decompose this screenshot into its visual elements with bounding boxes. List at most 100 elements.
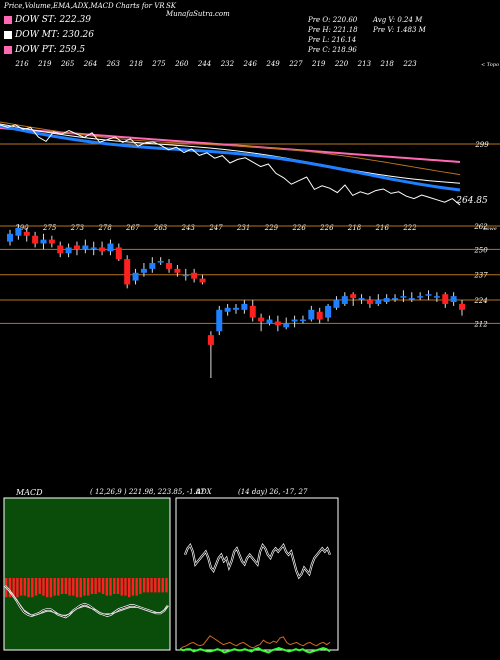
macd-histogram-bar — [120, 578, 123, 596]
candle-body — [450, 296, 457, 302]
candle-body — [341, 296, 348, 304]
bottom-date-label: 231 — [236, 224, 250, 232]
macd-histogram-bar — [101, 578, 105, 594]
ema-mid-line — [0, 123, 461, 184]
macd-histogram-bar — [113, 578, 116, 594]
candle-body — [124, 259, 131, 285]
top-date-label: 213 — [357, 60, 372, 68]
candle-body — [90, 247, 97, 249]
top-date-label: 218 — [379, 60, 394, 68]
macd-histogram-bar — [53, 578, 56, 596]
candle-body — [65, 247, 72, 254]
top-date-label: 227 — [288, 60, 303, 68]
candle-body — [149, 263, 156, 269]
candle-body — [291, 319, 298, 322]
stat-pre-volume: Pre V: 1.483 M — [373, 26, 426, 34]
candle-body — [425, 294, 432, 296]
candle-body — [7, 233, 13, 242]
adx-orange-line — [179, 635, 331, 650]
candle-body — [283, 323, 290, 328]
top-date-label: 244 — [197, 60, 211, 68]
stat-high: Pre H: 221.18 — [308, 26, 358, 34]
ema-panel: 216 219 265 264 263 218 275 260 244 232 246 249 227 2… — [0, 60, 500, 232]
candle-body — [316, 311, 323, 320]
adx-title: ADX — [196, 488, 212, 496]
legend-dow-st: DOW ST: 222.39 — [4, 15, 91, 25]
bottom-date-label: 229 — [264, 224, 279, 232]
top-date-label: 249 — [265, 60, 280, 68]
macd-histogram-bar — [8, 578, 12, 598]
price-level-label: 262 — [473, 223, 488, 231]
candle-body — [132, 272, 139, 281]
bottom-date-label: 218 — [347, 224, 362, 232]
top-date-label: 219 — [311, 60, 326, 68]
macd-histogram-bar — [109, 578, 112, 596]
candle-body — [299, 319, 306, 322]
macd-histogram-bar — [79, 578, 82, 598]
macd-histogram-bar — [90, 578, 94, 594]
macd-histogram-bar — [128, 578, 131, 598]
macd-histogram-bar — [19, 578, 23, 596]
candle-body — [166, 263, 173, 269]
macd-histogram-bar — [12, 578, 15, 598]
stat-avg-volume: Avg V: 0.24 M — [373, 16, 423, 24]
price-level-label: 237 — [473, 272, 488, 280]
top-date-label: 220 — [334, 60, 349, 68]
macd-histogram-bar — [46, 578, 49, 598]
price-level-label: 250 — [473, 246, 488, 254]
adx-values: (14 day) 26, -17, 27 — [238, 488, 308, 496]
macd-histogram-bar — [57, 578, 60, 596]
candle-body — [241, 303, 248, 310]
candle-body — [207, 335, 214, 345]
top-date-label: 219 — [37, 60, 52, 68]
candle-body — [383, 298, 390, 302]
candle-body — [417, 296, 424, 298]
macd-histogram-bar — [60, 578, 64, 594]
macd-histogram-bar — [142, 578, 146, 593]
macd-histogram-bar — [68, 578, 71, 596]
top-date-label: 246 — [243, 60, 258, 68]
bottom-date-label: 290 — [14, 224, 29, 232]
candle-body — [433, 296, 440, 298]
macd-histogram-bar — [38, 578, 41, 594]
macd-histogram-bar — [49, 578, 53, 598]
macd-histogram-bar — [31, 578, 34, 598]
candle-body — [48, 239, 55, 244]
bottom-date-label: 263 — [153, 224, 168, 232]
candle-body — [199, 278, 206, 283]
candle-body — [23, 231, 30, 236]
stat-low: Pre L: 216.14 — [308, 36, 357, 44]
top-date-label: 223 — [402, 60, 417, 68]
candle-body — [157, 261, 164, 263]
price-level-label: 224 — [473, 297, 487, 305]
top-date-label: 263 — [106, 60, 121, 68]
top-date-label: 264 — [83, 60, 97, 68]
macd-histogram-bar — [154, 578, 157, 593]
macd-histogram-bar — [42, 578, 45, 596]
macd-histogram-bar — [27, 578, 30, 598]
stat-close: Pre C: 218.96 — [308, 46, 357, 54]
price-level-label: 212 — [473, 320, 488, 328]
legend-label-mt: DOW MT: 230.26 — [15, 30, 94, 40]
candle-body — [308, 309, 315, 320]
macd-signal-line — [4, 586, 169, 616]
candle-body — [233, 307, 239, 310]
candle-body — [400, 296, 407, 298]
bottom-date-label: 247 — [208, 224, 223, 232]
top-date-label: 265 — [60, 60, 75, 68]
candle-body — [266, 319, 273, 324]
candle-body — [408, 298, 415, 300]
macd-histogram-bar — [139, 578, 142, 594]
last-price-label: 264.85 — [455, 196, 488, 206]
bottom-date-label: 222 — [402, 224, 417, 232]
candle-body — [442, 294, 449, 304]
candle-body — [73, 245, 80, 250]
candle-body — [107, 243, 114, 252]
adx-di-line-inner — [184, 544, 331, 578]
macd-histogram-bar — [94, 578, 97, 594]
candle-corner-label: Lowe — [482, 226, 497, 232]
bottom-date-label: 216 — [375, 224, 390, 232]
top-date-label: 232 — [220, 60, 235, 68]
candle-body — [258, 317, 265, 322]
